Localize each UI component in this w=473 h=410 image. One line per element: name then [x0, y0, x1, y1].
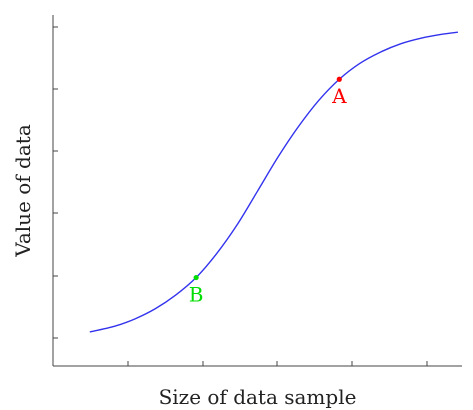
- x-axis-ticks: [127, 361, 428, 366]
- marked-points: AB: [189, 76, 347, 307]
- point-a-label: A: [331, 84, 347, 108]
- y-axis-ticks: [53, 26, 58, 339]
- y-axis-label: Value of data: [11, 124, 35, 258]
- point-a-marker: [336, 76, 342, 82]
- point-b-label: B: [189, 283, 204, 307]
- x-axis-label: Size of data sample: [159, 385, 357, 409]
- series-line: [89, 31, 458, 333]
- point-b-marker: [193, 274, 199, 281]
